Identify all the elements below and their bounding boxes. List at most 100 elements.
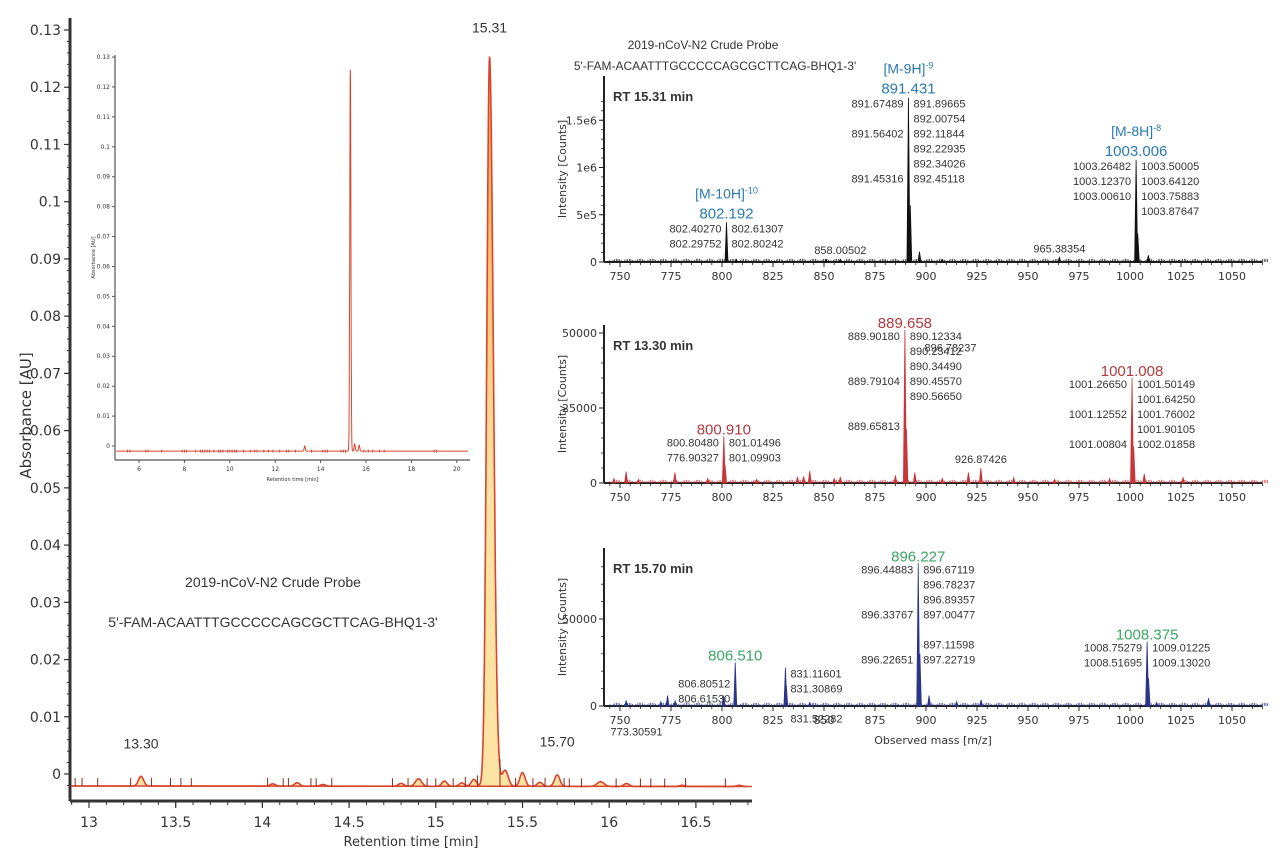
- ms-peak: [807, 701, 812, 707]
- ms-x-tick-label: 775: [661, 714, 682, 727]
- ms-peak: [672, 472, 677, 484]
- ms-peak: [636, 478, 641, 484]
- ion-charge: -9: [925, 61, 933, 71]
- x-tick-label: 14.5: [334, 815, 365, 831]
- ms-x-tick-label: 850: [814, 270, 835, 283]
- ion-name: [M-8H]: [1111, 123, 1153, 139]
- ms-peak-annotation: 1003.26482: [1073, 161, 1131, 173]
- ms-peak: [734, 258, 739, 263]
- ms-peak-annotation: 890.12334: [910, 331, 962, 343]
- ms-peak: [673, 699, 678, 707]
- ms-noise: [609, 702, 1268, 706]
- ms-peak: [966, 472, 971, 484]
- ms-peak-annotation: 890.56650: [910, 391, 962, 403]
- ms-peak: [754, 478, 759, 484]
- inset-y-axis-title: Absorbance [AU]: [91, 236, 97, 278]
- ms-peak-annotation: 890.45570: [910, 376, 962, 388]
- ms-peak-annotation: 889.90180: [848, 331, 900, 343]
- ms-peak: [1176, 259, 1182, 263]
- inset-y-tick-label: 0.04: [97, 323, 111, 330]
- ms-peak-annotation: 802.40270: [669, 223, 721, 235]
- y-tick-label: 0.03: [30, 595, 61, 611]
- ms-peak-annotation: 896.78237: [923, 579, 975, 591]
- ms-ion-mz: 1003.006: [1105, 143, 1168, 160]
- ms-peak-annotation: 892.34026: [913, 159, 965, 171]
- ms-y-tick-label: 0: [590, 256, 597, 269]
- inset-y-tick-label: 0.08: [97, 204, 111, 211]
- ms-peak: [954, 700, 959, 707]
- ms-ion-mz: 800.910: [697, 422, 751, 439]
- ms-x-tick-label: 1025: [1167, 270, 1195, 283]
- ms-peak-annotation: 806.80512: [678, 679, 730, 691]
- ms-y-axis-title: Intensity [Counts]: [556, 120, 569, 218]
- ms-peak: [705, 477, 710, 484]
- y-tick-label: 0.01: [30, 710, 61, 726]
- ms-y-tick-label: 5e5: [576, 209, 597, 222]
- ms-peak-annotation: 891.45316: [851, 174, 903, 186]
- ms-panel-ms-rt-15-31: 0 5e5 1e6 1.5e6 750 775 800 825 850 875 900 925 950 9…: [556, 38, 1268, 355]
- ms-peak-annotation: 896.89357: [923, 594, 975, 606]
- ms-peak-annotation: 1003.12370: [1073, 176, 1131, 188]
- ms-peak-annotation: 896.78237: [924, 343, 976, 355]
- ms-rt-label: RT 15.70 min: [613, 561, 693, 576]
- ms-peak-annotation: 891.89665: [913, 99, 965, 111]
- ms-x-tick-label: 900: [916, 491, 937, 504]
- ms-peak-annotation: 892.45118: [913, 174, 964, 186]
- ms-peak: [823, 258, 829, 263]
- ms-x-axis-title: Observed mass [m/z]: [874, 734, 992, 747]
- ms-peak-annotation: 800.80480: [667, 438, 719, 450]
- ms-y-tick-label: 0: [590, 477, 597, 490]
- ms-peak: [1146, 678, 1151, 707]
- ms-peak-annotation: 802.61307: [731, 223, 783, 235]
- ms-peak-annotation: 896.22651: [861, 654, 913, 666]
- ms-peak: [1131, 446, 1136, 484]
- ms-peak-annotation: 1001.64250: [1137, 394, 1195, 406]
- ms-peak-annotation: 1001.50149: [1137, 379, 1195, 391]
- ms-x-tick-label: 975: [1069, 270, 1090, 283]
- inset-y-tick-label: 0.09: [97, 174, 111, 181]
- ms-peak-annotation: 889.79104: [848, 376, 900, 388]
- ms-ion-formula: [M-9H]-9: [883, 61, 933, 77]
- ms-rt-label: RT 13.30 min: [613, 338, 693, 353]
- inset-y-tick-label: 0.13: [97, 54, 111, 61]
- ms-peak: [927, 695, 932, 707]
- ms-x-tick-label: 900: [916, 714, 937, 727]
- ms-peak: [1181, 476, 1186, 484]
- ms-peak-annotation: 896.44883: [861, 564, 913, 576]
- ms-ion-mz: 891.431: [881, 81, 935, 98]
- chromatogram-plot: 0 0.01 0.02 0.03 0.04 0.05 0.06 0.07 0.08 0.09 0.1…: [17, 18, 753, 850]
- ms-x-tick-label: 1050: [1218, 491, 1246, 504]
- ms-peak: [912, 472, 917, 484]
- ms-peak: [893, 475, 898, 484]
- inset-y-tick-label: 0.03: [97, 353, 111, 360]
- ms-x-tick-label: 750: [610, 270, 631, 283]
- ms-peak-annotation: 806.61530: [678, 694, 730, 706]
- ms-peak: [838, 258, 843, 263]
- ms-peak: [665, 695, 670, 707]
- ms-peak: [1135, 233, 1140, 263]
- x-axis-title: Retention time [min]: [344, 835, 479, 850]
- ms-y-tick-label: 0: [590, 700, 597, 713]
- inset-y-tick-label: 0.01: [97, 413, 111, 420]
- ms-x-tick-label: 1000: [1116, 491, 1144, 504]
- inset-x-tick-label: 18: [408, 466, 416, 473]
- ms-peak-annotation: 896.67119: [923, 564, 974, 576]
- ms-x-tick-label: 950: [1018, 491, 1039, 504]
- ms-peak-annotation: 897.11598: [923, 639, 974, 651]
- ms-peak-annotation: 926.87426: [955, 454, 1007, 466]
- ms-peak-annotation: 897.22719: [923, 654, 975, 666]
- ms-peak: [838, 476, 843, 484]
- ms-peak-annotation: 801.01496: [729, 438, 781, 450]
- chromatogram-trace: [71, 56, 748, 788]
- ms-peak-annotation: 831.11601: [790, 669, 841, 681]
- ms-peak: [624, 699, 629, 707]
- inset-x-tick-label: 12: [271, 466, 279, 473]
- ms-peak-annotation: 1009.01225: [1152, 643, 1210, 655]
- ms-peak-annotation: 965.38354: [1033, 243, 1085, 255]
- ms-ion-mz: 806.510: [708, 648, 762, 665]
- ms-x-tick-label: 1000: [1116, 270, 1144, 283]
- ion-name: [M-9H]: [883, 61, 925, 77]
- inset-y-tick-label: 0.07: [97, 234, 111, 241]
- ms-peak-annotation: 773.30591: [611, 727, 663, 739]
- ms-peak: [979, 699, 984, 707]
